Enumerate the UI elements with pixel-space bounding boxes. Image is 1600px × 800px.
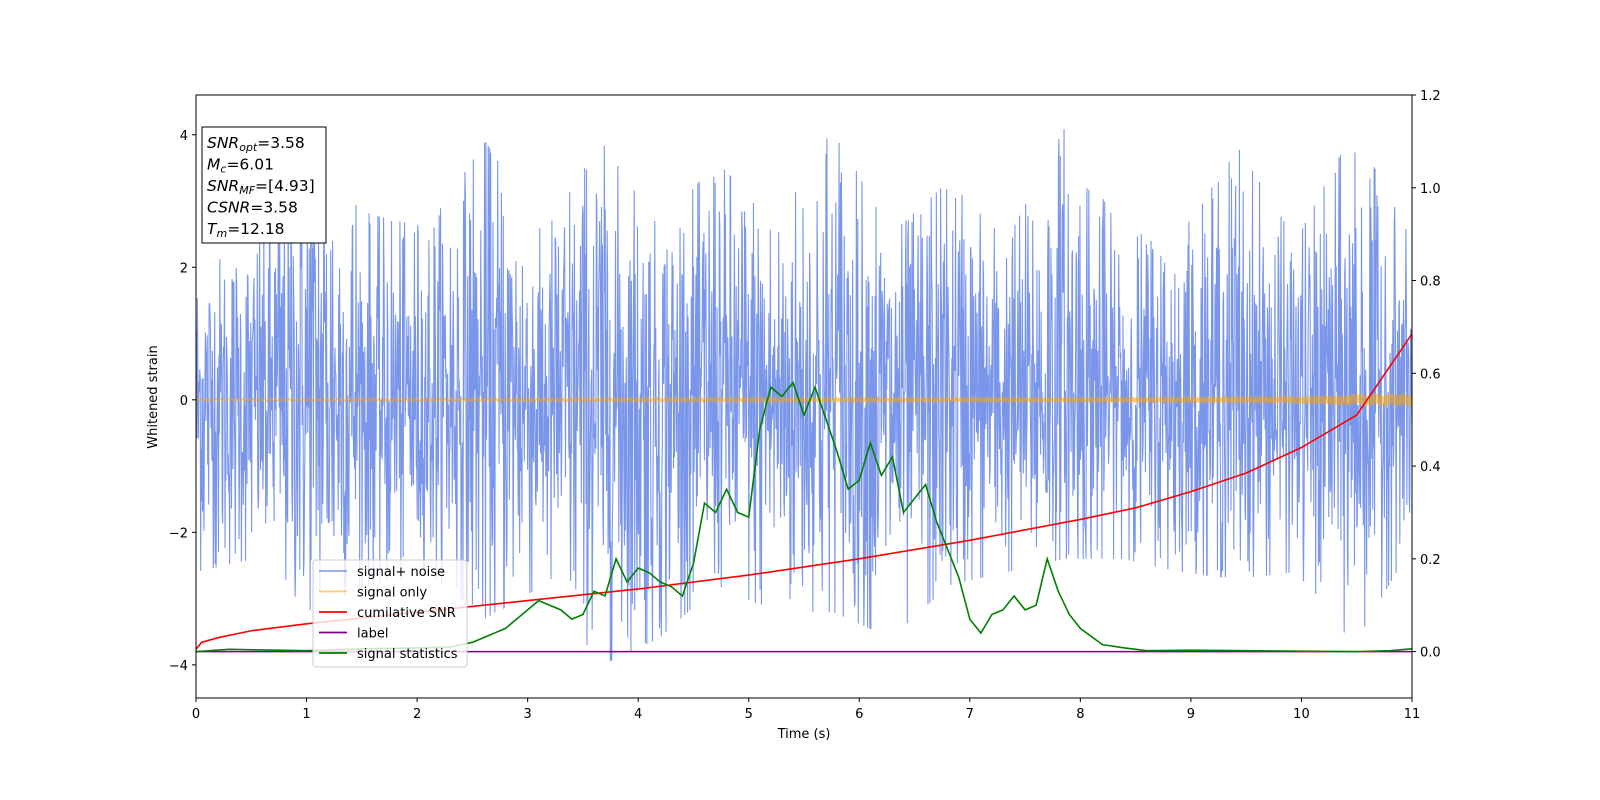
x-tick-label: 8: [1076, 707, 1084, 722]
y-right-tick-label: 1.0: [1420, 182, 1441, 197]
annotation-line: Tm=12.18: [207, 220, 285, 240]
y-right-tick-label: 0.0: [1420, 646, 1441, 661]
y-right-tick-label: 0.8: [1420, 275, 1441, 290]
x-tick-label: 5: [745, 707, 753, 722]
legend-frame: [312, 559, 468, 668]
y-left-tick-label: 4: [180, 129, 188, 144]
y-left-tick-label: −4: [169, 659, 188, 674]
x-tick-label: 2: [413, 707, 421, 722]
series-cumulative-snr: [196, 333, 1412, 650]
legend-label: cumilative SNR: [357, 606, 456, 621]
x-axis-ticks: 0 1 2 3 4 5 6 7 8 9 10 11: [192, 698, 1420, 722]
x-tick-label: 11: [1404, 707, 1421, 722]
plot-frame: [195, 94, 1413, 699]
annotation-line: SNRMF=[4.93]: [207, 177, 315, 197]
y-left-axis-ticks: −4 −2 0 2 4: [169, 129, 196, 674]
annotation-line: Mc=6.01: [207, 156, 274, 176]
legend: signal+ noise signal only cumilative SNR la…: [312, 559, 468, 668]
annotation-frame: [201, 126, 327, 244]
series-signal-only: [196, 393, 1412, 407]
legend-label: signal only: [357, 586, 427, 601]
y-right-tick-label: 0.2: [1420, 553, 1441, 568]
x-tick-label: 6: [855, 707, 863, 722]
x-tick-label: 0: [192, 707, 200, 722]
y-left-tick-label: −2: [169, 526, 188, 541]
y-axis-label: Whitened strain: [146, 345, 161, 448]
x-tick-label: 3: [523, 707, 531, 722]
y-right-tick-label: 1.2: [1420, 89, 1441, 104]
legend-label: label: [357, 627, 388, 642]
annotation-line: CSNR=3.58: [207, 199, 298, 217]
x-tick-label: 1: [302, 707, 310, 722]
legend-label: signal+ noise: [357, 565, 445, 580]
y-right-tick-label: 0.4: [1420, 460, 1441, 475]
x-tick-label: 4: [634, 707, 642, 722]
legend-label: signal statistics: [357, 647, 458, 662]
x-axis-label: Time (s): [777, 727, 831, 742]
series-signal-statistics: [196, 380, 1412, 653]
x-tick-label: 7: [966, 707, 974, 722]
x-tick-label: 9: [1187, 707, 1195, 722]
y-right-axis-ticks: 0.0 0.2 0.4 0.6 0.8 1.0 1.2: [1412, 89, 1441, 661]
y-left-tick-label: 0: [180, 394, 188, 409]
y-left-tick-label: 2: [180, 261, 188, 276]
y-right-tick-label: 0.6: [1420, 367, 1441, 382]
series-signal-noise: [196, 129, 1412, 662]
annotation-line: SNRopt=3.58: [207, 134, 305, 154]
x-tick-label: 10: [1293, 707, 1310, 722]
